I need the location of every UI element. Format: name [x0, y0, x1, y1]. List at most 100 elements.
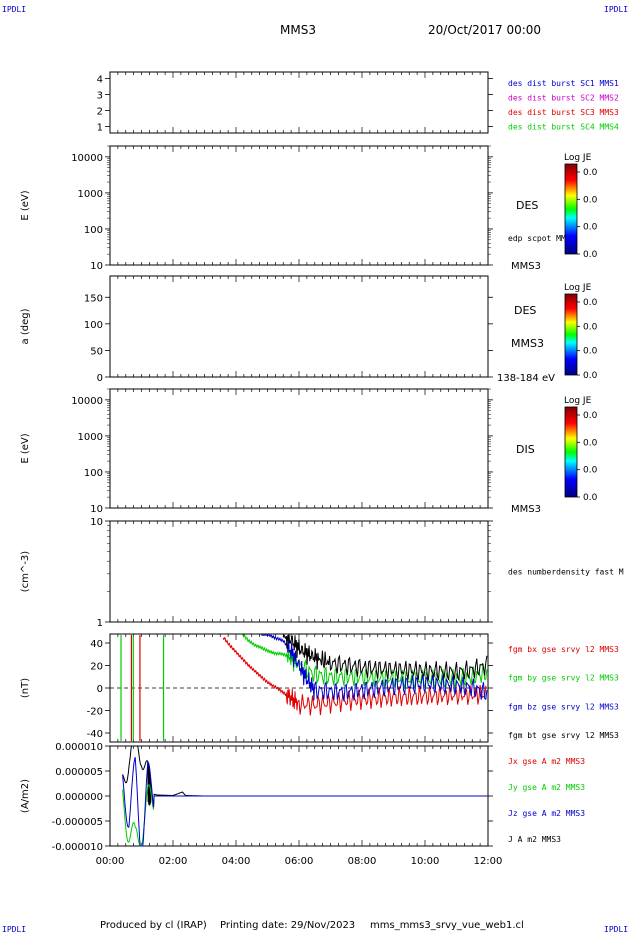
y-tick-label: 4	[97, 74, 103, 85]
colorbar-tick-label: 0.0	[583, 347, 598, 357]
series-bx	[222, 636, 488, 716]
footer-printing-date: Printing date: 29/Nov/2023	[220, 920, 355, 931]
legend-entry: des numberdensity fast M	[508, 568, 624, 577]
colorbar	[564, 406, 578, 498]
colorbar-tick-label: 0.0	[583, 411, 598, 421]
corner-tag-bottom-left: IPDLI	[2, 925, 26, 934]
y-axis-label: a (deg)	[20, 308, 31, 344]
panel-frame-des-energy	[109, 145, 489, 266]
y-tick-label: 150	[84, 293, 103, 304]
side-label: DES	[516, 199, 538, 212]
panel-frame-dis-energy	[109, 388, 489, 509]
colorbar-tick-label: 0.0	[583, 322, 598, 332]
colorbar-title: Log JE	[564, 283, 592, 293]
y-tick-label: 1	[97, 618, 103, 629]
legend-entry: J A m2 MMS3	[508, 835, 561, 844]
y-tick-label: 100	[84, 225, 103, 236]
y-axis-label: (cm^-3)	[20, 551, 31, 592]
y-tick-label: 0.000010	[55, 742, 103, 753]
footer-filename: mms_mms3_srvy_vue_web1.cl	[370, 920, 524, 931]
legend-entry: fgm by gse srvy l2 MMS3	[508, 674, 619, 683]
x-tick-label: 04:00	[222, 856, 251, 867]
side-label: edp scpot MMS3	[508, 234, 576, 243]
date-title: 20/Oct/2017 00:00	[428, 23, 541, 37]
corner-tag-top-right: IPDLI	[604, 5, 628, 14]
colorbar-tick-label: 0.0	[583, 371, 598, 381]
series-Jy	[122, 784, 155, 847]
y-tick-label: 1000	[78, 189, 103, 200]
y-axis-label: (nT)	[20, 678, 31, 698]
side-label: 138-184 eV	[497, 373, 555, 384]
y-axis-label: E (eV)	[20, 433, 31, 463]
footer-produced-by: Produced by cl (IRAP)	[100, 920, 207, 931]
y-tick-label: 3	[97, 90, 103, 101]
y-axis-label: E (eV)	[20, 190, 31, 220]
colorbar-tick-label: 0.0	[583, 298, 598, 308]
legend-entry: Jy gse A m2 MMS3	[508, 783, 585, 792]
spacecraft-title: MMS3	[280, 23, 316, 37]
legend-entry: fgm bz gse srvy l2 MMS3	[508, 702, 619, 711]
y-tick-label: 40	[90, 639, 103, 650]
y-tick-label: 0.000005	[55, 767, 103, 778]
y-tick-label: 0	[97, 684, 103, 695]
series-by	[242, 634, 488, 689]
x-tick-label: 08:00	[348, 856, 377, 867]
y-tick-label: -0.000010	[52, 842, 103, 853]
y-tick-label: -20	[87, 707, 103, 718]
legend-entry: fgm bx gse srvy l2 MMS3	[508, 645, 619, 654]
y-tick-label: 1	[97, 123, 103, 134]
corner-tag-top-left: IPDLI	[2, 5, 26, 14]
side-label: MMS3	[511, 337, 544, 350]
y-axis-label: (A/m2)	[20, 779, 31, 813]
corner-tag-bottom-right: IPDLI	[604, 925, 628, 934]
colorbar-tick-label: 0.0	[583, 223, 598, 233]
colorbar-tick-label: 0.0	[583, 466, 598, 476]
colorbar-title: Log JE	[564, 153, 592, 163]
y-tick-label: 10	[90, 504, 103, 515]
y-tick-label: 2	[97, 107, 103, 118]
y-tick-label: 1000	[78, 432, 103, 443]
y-tick-label: -40	[87, 729, 103, 740]
legend-entry: des dist burst SC1 MMS1	[508, 79, 619, 88]
y-tick-label: 20	[90, 662, 103, 673]
legend-entry: Jx gse A m2 MMS3	[508, 757, 585, 766]
series-bz	[260, 634, 488, 702]
panel-frame-density	[109, 520, 489, 623]
legend-entry: des dist burst SC4 MMS4	[508, 123, 619, 132]
y-tick-label: 0.000000	[55, 792, 103, 803]
colorbar-tick-label: 0.0	[583, 195, 598, 205]
panel-frame-availability	[109, 71, 489, 134]
x-tick-label: 10:00	[411, 856, 440, 867]
series-bt	[282, 634, 488, 682]
legend-entry: Jz gse A m2 MMS3	[508, 809, 585, 818]
y-tick-label: 10000	[71, 396, 103, 407]
side-label: MMS3	[511, 504, 541, 515]
legend-entry: fgm bt gse srvy l2 MMS3	[508, 731, 619, 740]
colorbar	[564, 163, 578, 255]
y-tick-label: -0.000005	[52, 817, 103, 828]
x-tick-label: 02:00	[159, 856, 188, 867]
colorbar-title: Log JE	[564, 396, 592, 406]
side-label: DES	[514, 304, 536, 317]
panel-frame-des-pitch	[109, 275, 489, 378]
y-tick-label: 10000	[71, 153, 103, 164]
side-label: MMS3	[511, 261, 541, 272]
series-Jz	[122, 756, 488, 847]
colorbar-tick-label: 0.0	[583, 250, 598, 260]
side-label: DIS	[516, 443, 535, 456]
colorbar-tick-label: 0.0	[583, 438, 598, 448]
colorbar-tick-label: 0.0	[583, 493, 598, 503]
x-tick-label: 06:00	[285, 856, 314, 867]
colorbar-tick-label: 0.0	[583, 168, 598, 178]
legend-entry: des dist burst SC3 MMS3	[508, 108, 619, 117]
colorbar	[564, 293, 578, 376]
y-tick-label: 50	[90, 346, 103, 357]
x-tick-label: 00:00	[96, 856, 125, 867]
y-tick-label: 100	[84, 468, 103, 479]
y-tick-label: 10	[90, 261, 103, 272]
x-tick-label: 12:00	[474, 856, 503, 867]
legend-entry: des dist burst SC2 MMS2	[508, 94, 619, 103]
y-tick-label: 0	[97, 373, 103, 384]
y-tick-label: 10	[90, 517, 103, 528]
